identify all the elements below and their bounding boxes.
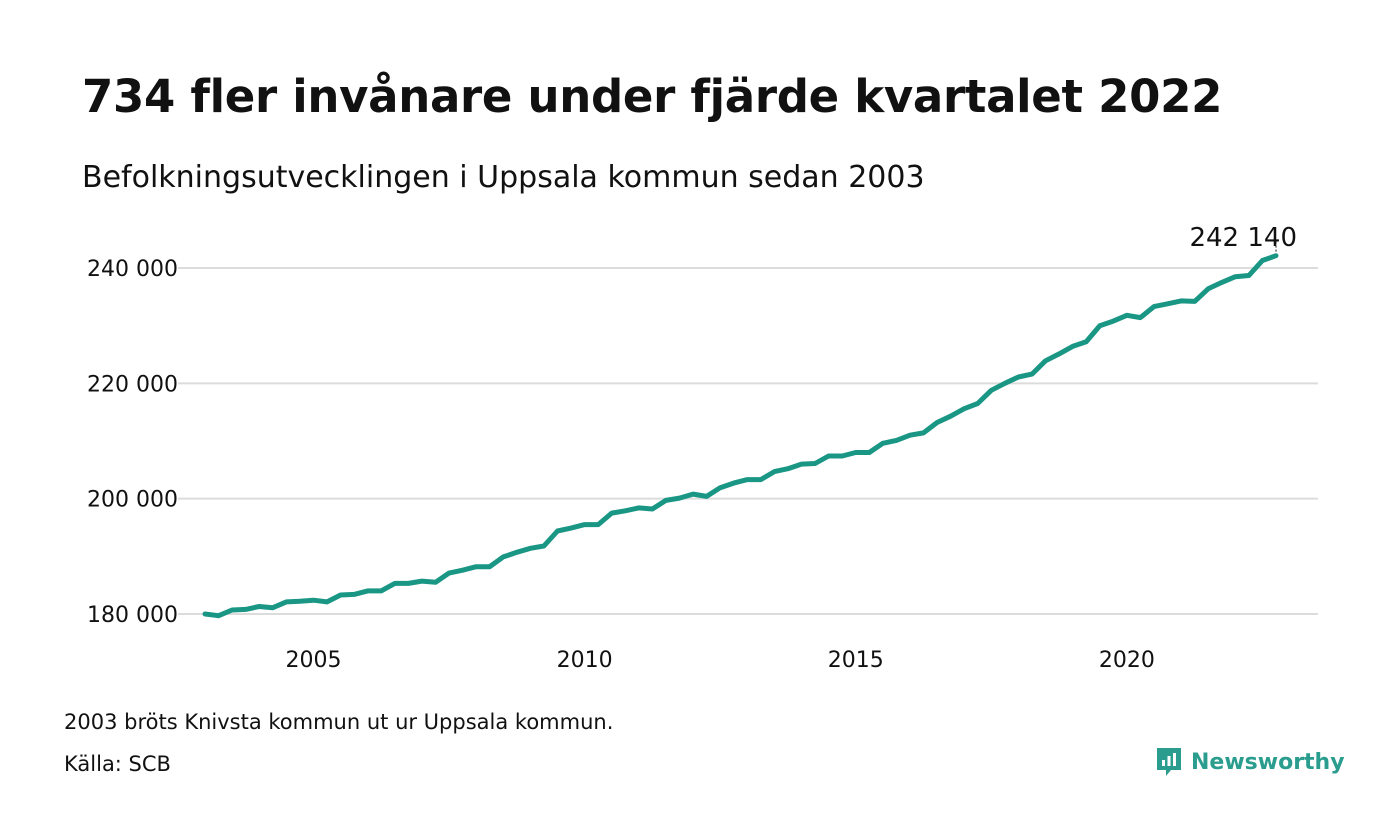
source-label: Källa: SCB xyxy=(64,752,171,776)
y-tick-label: 220 000 xyxy=(87,372,178,397)
y-tick-label: 200 000 xyxy=(87,488,178,513)
y-tick-label: 180 000 xyxy=(87,603,178,628)
y-tick-label: 240 000 xyxy=(87,257,178,282)
chart-title: 734 fler invånare under fjärde kvartalet… xyxy=(82,70,1223,123)
brand-logo[interactable]: Newsworthy xyxy=(1155,746,1345,778)
population-line-chart: 180 000 200 000 220 000 240 000 2005 2010 2015… xyxy=(87,223,1318,673)
footnote: 2003 bröts Knivsta kommun ut ur Uppsala … xyxy=(64,710,614,734)
chart-subtitle: Befolkningsutvecklingen i Uppsala kommun… xyxy=(82,160,925,195)
x-tick-label: 2020 xyxy=(1099,648,1155,673)
newsworthy-logo-icon xyxy=(1157,748,1181,776)
x-tick-label: 2010 xyxy=(557,648,613,673)
brand-name: Newsworthy xyxy=(1191,749,1345,775)
population-series-line xyxy=(202,253,1279,619)
x-tick-label: 2005 xyxy=(285,648,341,673)
x-tick-label: 2015 xyxy=(828,648,884,673)
end-value-label: 242 140 xyxy=(1189,223,1297,253)
